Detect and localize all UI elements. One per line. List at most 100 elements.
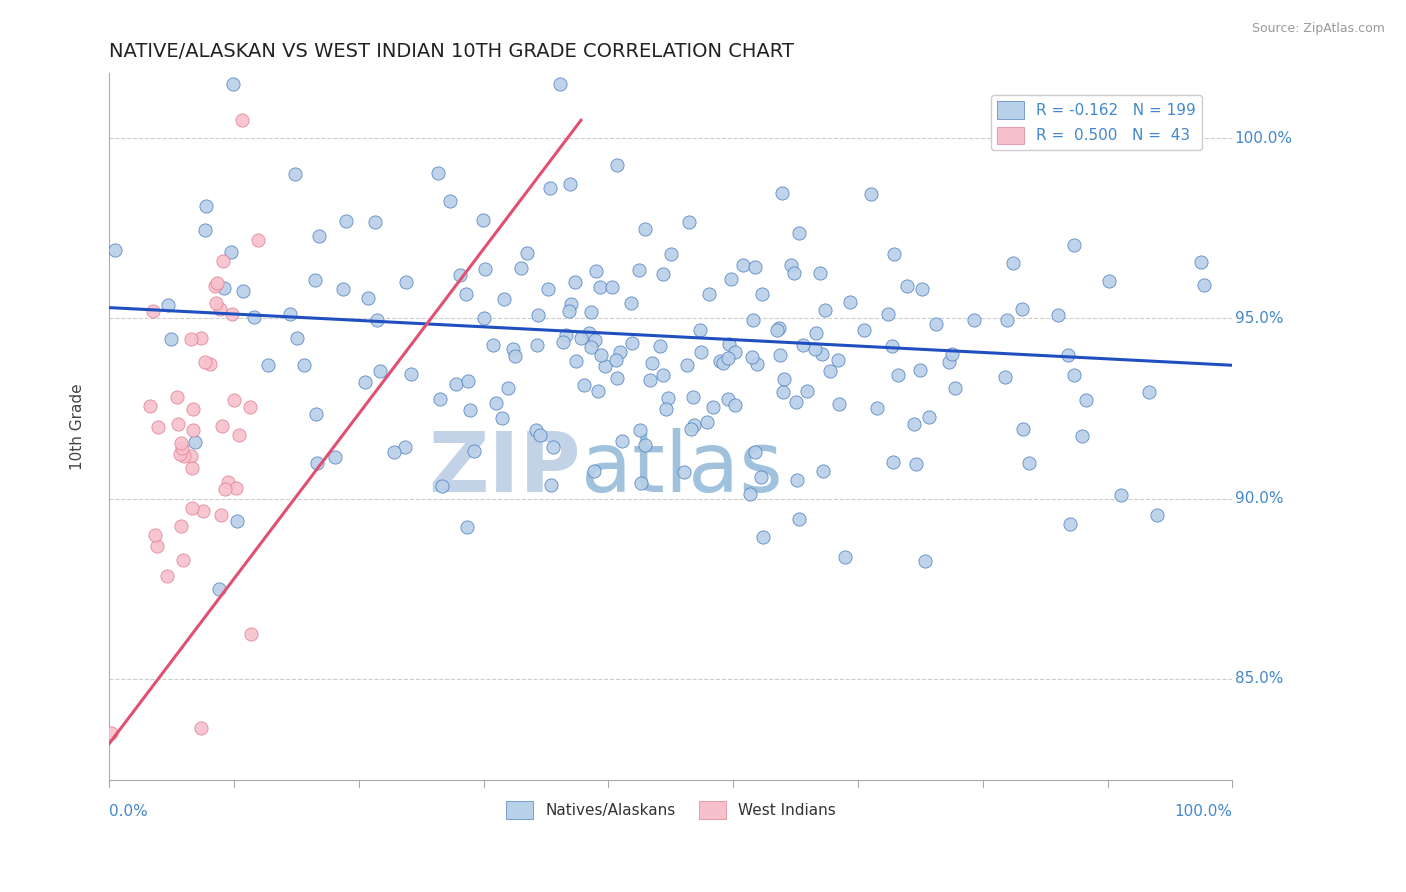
Point [628, 263, 651, 277]
Point [502, 343, 524, 357]
Point [717, 351, 740, 366]
Point [591, 348, 613, 362]
Point [304, 407, 326, 421]
Point [181, 501, 204, 516]
Point [225, 482, 247, 496]
Text: 90.0%: 90.0% [1234, 491, 1284, 506]
Point [572, 378, 595, 392]
Point [600, 280, 623, 294]
Point [214, 483, 236, 497]
Point [683, 418, 706, 433]
Point [609, 345, 631, 359]
Point [231, 113, 253, 128]
Point [652, 368, 675, 383]
Point [918, 410, 941, 425]
Point [395, 275, 418, 289]
Point [439, 194, 461, 209]
Point [194, 222, 217, 236]
Point [583, 334, 606, 348]
Point [770, 186, 793, 200]
Point [205, 277, 228, 291]
Point [194, 354, 217, 368]
Point [579, 340, 602, 354]
Point [724, 398, 747, 412]
Point [751, 530, 773, 544]
Point [211, 508, 233, 522]
Point [1074, 392, 1097, 407]
Point [463, 443, 485, 458]
Point [184, 435, 207, 450]
Point [908, 363, 931, 377]
Point [804, 342, 827, 356]
Point [166, 417, 188, 431]
Point [219, 245, 242, 260]
Point [720, 272, 742, 286]
Point [880, 339, 903, 353]
Point [228, 428, 250, 442]
Point [911, 282, 934, 296]
Point [524, 423, 547, 437]
Point [1059, 516, 1081, 531]
Text: 95.0%: 95.0% [1234, 311, 1284, 326]
Point [1194, 278, 1216, 293]
Point [896, 279, 918, 293]
Point [628, 423, 651, 437]
Point [620, 335, 643, 350]
Point [578, 326, 600, 341]
Point [634, 437, 657, 451]
Point [190, 721, 212, 735]
Point [172, 553, 194, 567]
Point [198, 357, 221, 371]
Point [195, 199, 218, 213]
Point [426, 165, 449, 179]
Point [429, 392, 451, 407]
Point [494, 292, 516, 306]
Point [657, 391, 679, 405]
Point [702, 400, 724, 414]
Point [634, 222, 657, 236]
Point [1097, 275, 1119, 289]
Point [537, 282, 560, 296]
Point [689, 323, 711, 337]
Point [811, 347, 834, 361]
Point [100, 725, 122, 739]
Point [529, 428, 551, 442]
Point [458, 402, 481, 417]
Point [160, 332, 183, 346]
Text: 100.0%: 100.0% [1234, 131, 1292, 145]
Point [610, 434, 633, 449]
Point [332, 282, 354, 296]
Point [208, 301, 231, 316]
Point [814, 302, 837, 317]
Point [860, 186, 883, 201]
Point [560, 177, 582, 191]
Point [217, 475, 239, 490]
Point [170, 442, 193, 456]
Point [173, 449, 195, 463]
Point [382, 445, 405, 459]
Point [538, 181, 561, 195]
Point [204, 279, 226, 293]
Point [354, 376, 377, 390]
Point [292, 358, 315, 372]
Point [839, 295, 862, 310]
Point [903, 417, 925, 431]
Point [651, 267, 673, 281]
Point [527, 308, 550, 322]
Point [169, 447, 191, 461]
Point [104, 243, 127, 257]
Point [211, 418, 233, 433]
Point [204, 296, 226, 310]
Point [323, 450, 346, 465]
Point [828, 397, 851, 411]
Point [471, 212, 494, 227]
Point [1146, 508, 1168, 523]
Point [454, 287, 477, 301]
Point [145, 539, 167, 553]
Point [560, 297, 582, 311]
Point [1012, 422, 1035, 436]
Point [887, 368, 910, 383]
Point [1002, 256, 1025, 270]
Point [655, 401, 678, 416]
Point [278, 307, 301, 321]
